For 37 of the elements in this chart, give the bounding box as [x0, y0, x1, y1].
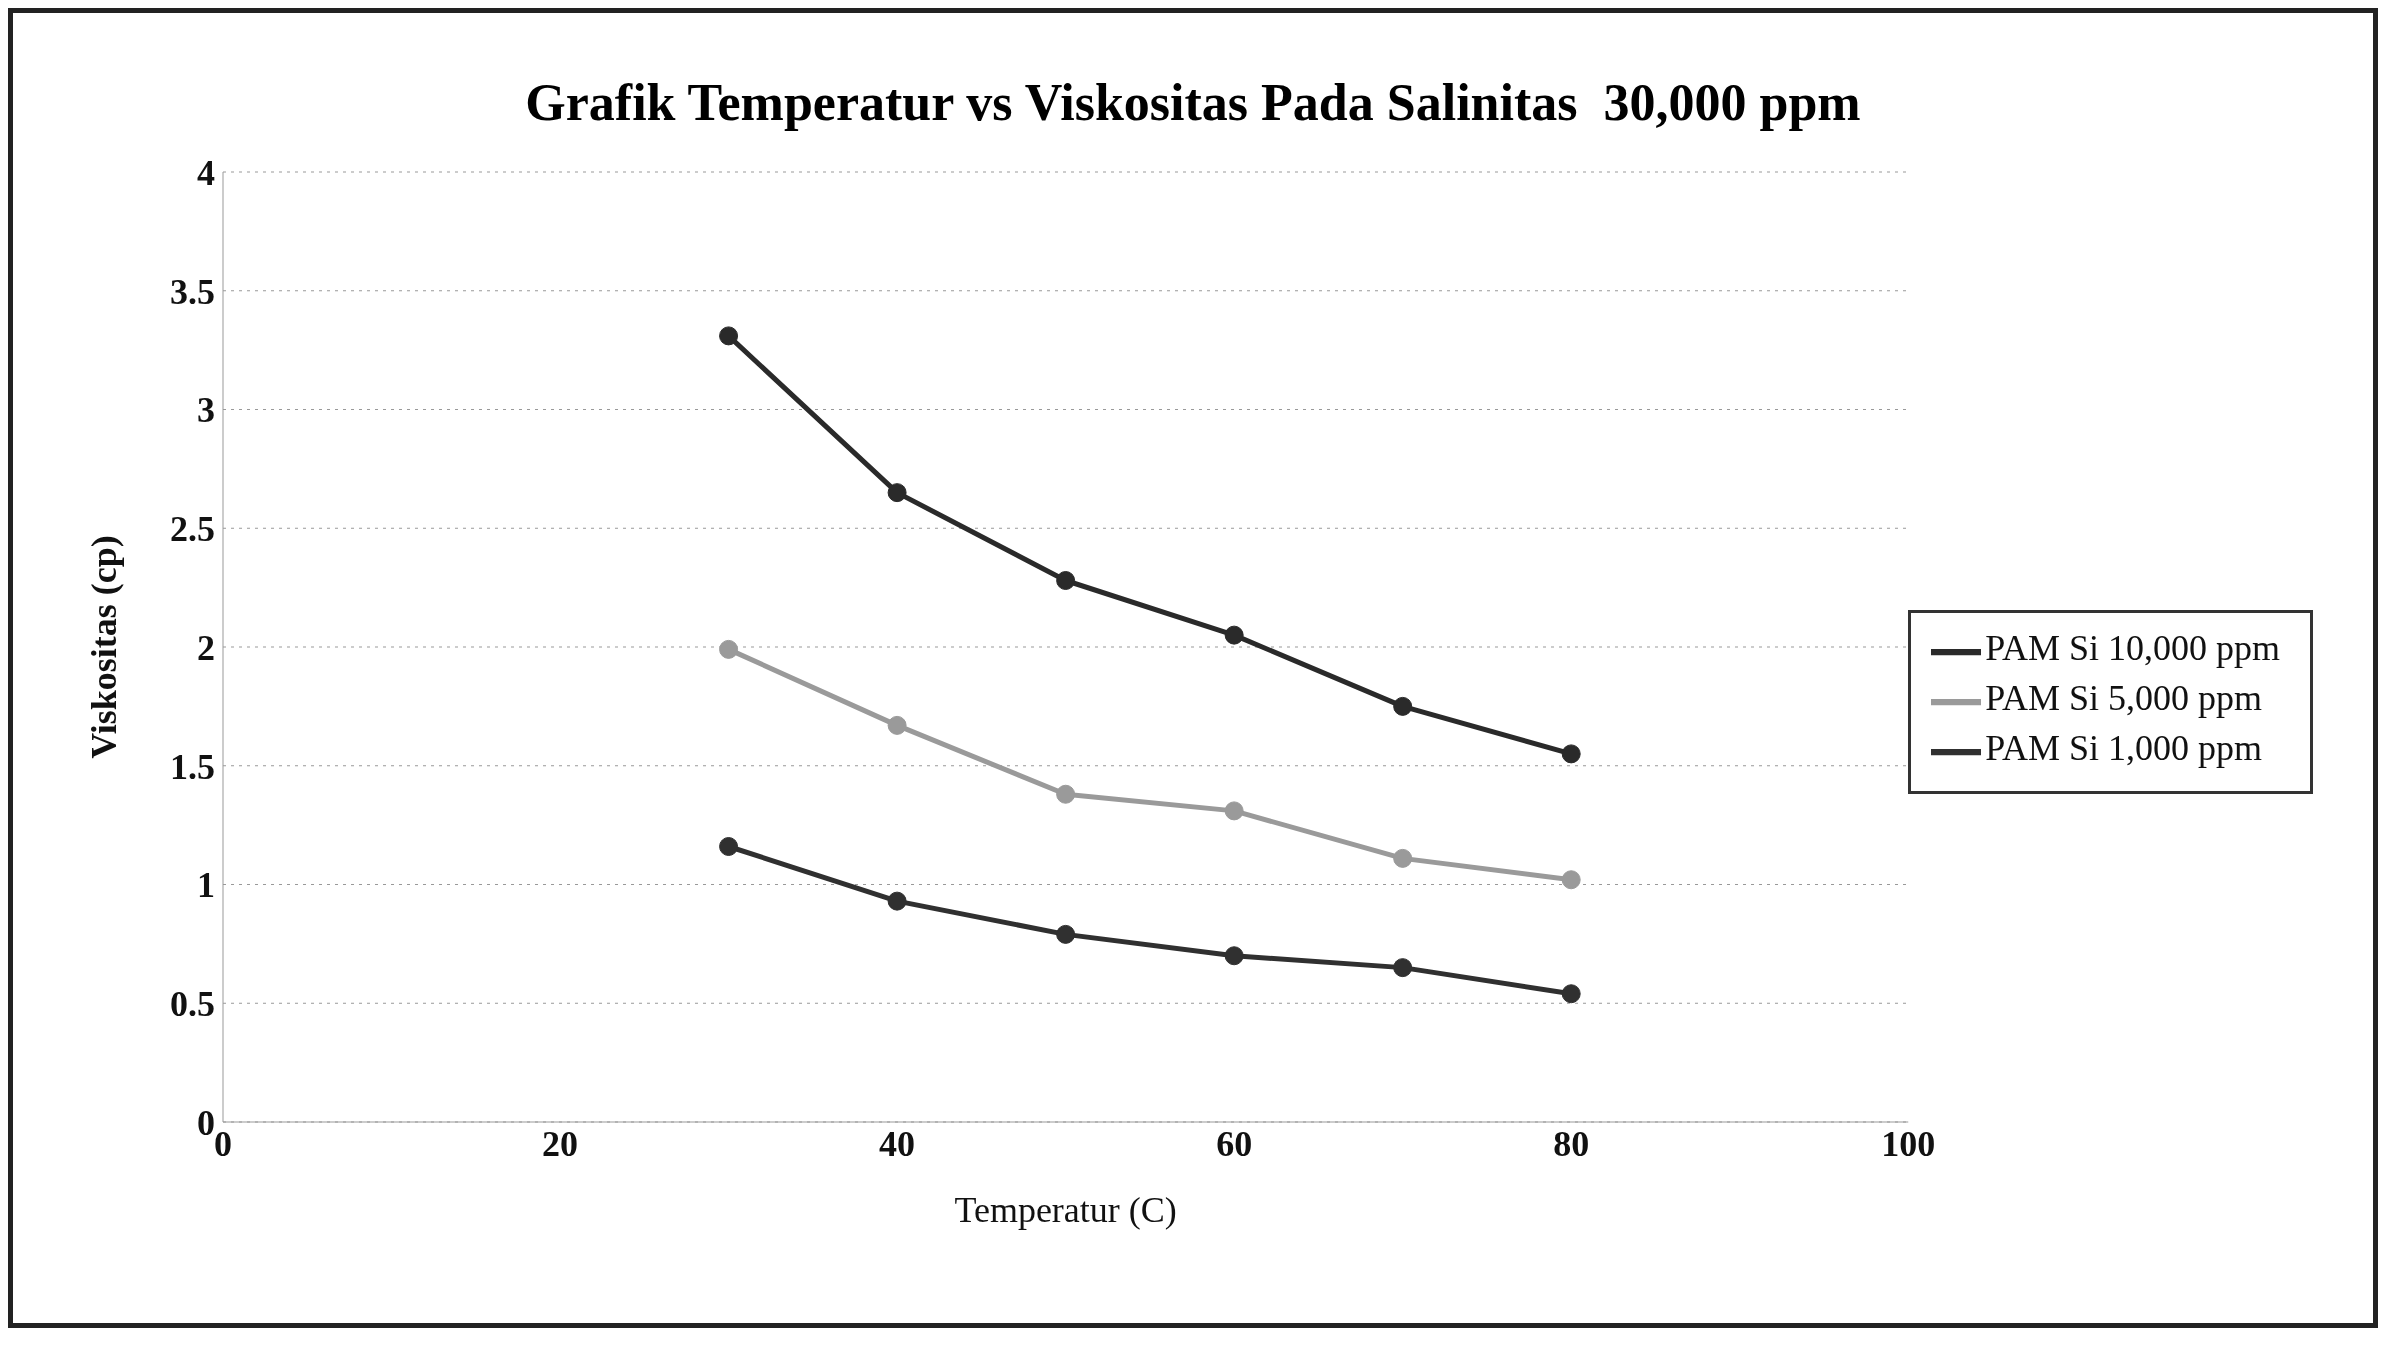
y-tick-label: 1.5: [170, 746, 215, 787]
point: [1393, 958, 1413, 978]
y-tick-label: 2.5: [170, 509, 215, 550]
x-tick-label: 40: [879, 1123, 916, 1164]
point: [887, 891, 907, 911]
point: [719, 639, 739, 659]
y-tick-label: 0.5: [170, 984, 215, 1025]
x-tick-label: 20: [542, 1123, 579, 1164]
legend-label: PAM Si 1,000 ppm: [1985, 728, 2262, 769]
point: [1393, 696, 1413, 716]
point: [1224, 625, 1244, 645]
x-axis-title: Temperatur (C): [954, 1190, 1177, 1230]
y-tick-label: 2: [197, 627, 215, 668]
point: [1561, 870, 1581, 890]
point: [1393, 848, 1413, 868]
y-tick-label: 4: [197, 152, 215, 193]
point: [1056, 571, 1076, 590]
legend-label: PAM Si 10,000 ppm: [1985, 628, 2280, 669]
point: [719, 326, 739, 346]
point: [1056, 924, 1076, 944]
point: [1224, 946, 1244, 966]
y-axis-title: Viskositas (cp): [83, 535, 124, 759]
chart-title: Grafik Temperatur vs Viskositas Pada Salinitas 30,000 ppm: [524, 73, 1862, 132]
legend-label: PAM Si 5,000 ppm: [1985, 678, 2262, 719]
point: [1224, 801, 1244, 821]
x-tick-label: 60: [1216, 1123, 1253, 1164]
point: [719, 837, 739, 856]
y-tick-label: 3.5: [170, 271, 215, 312]
point: [1561, 984, 1581, 1004]
point: [1561, 744, 1581, 764]
y-tick-label: 1: [197, 865, 215, 906]
point: [887, 483, 907, 503]
x-tick-label: 80: [1553, 1123, 1590, 1164]
point: [887, 715, 907, 735]
x-tick-label: 100: [1881, 1123, 1936, 1164]
y-tick-label: 3: [197, 390, 215, 431]
point: [1056, 784, 1076, 804]
